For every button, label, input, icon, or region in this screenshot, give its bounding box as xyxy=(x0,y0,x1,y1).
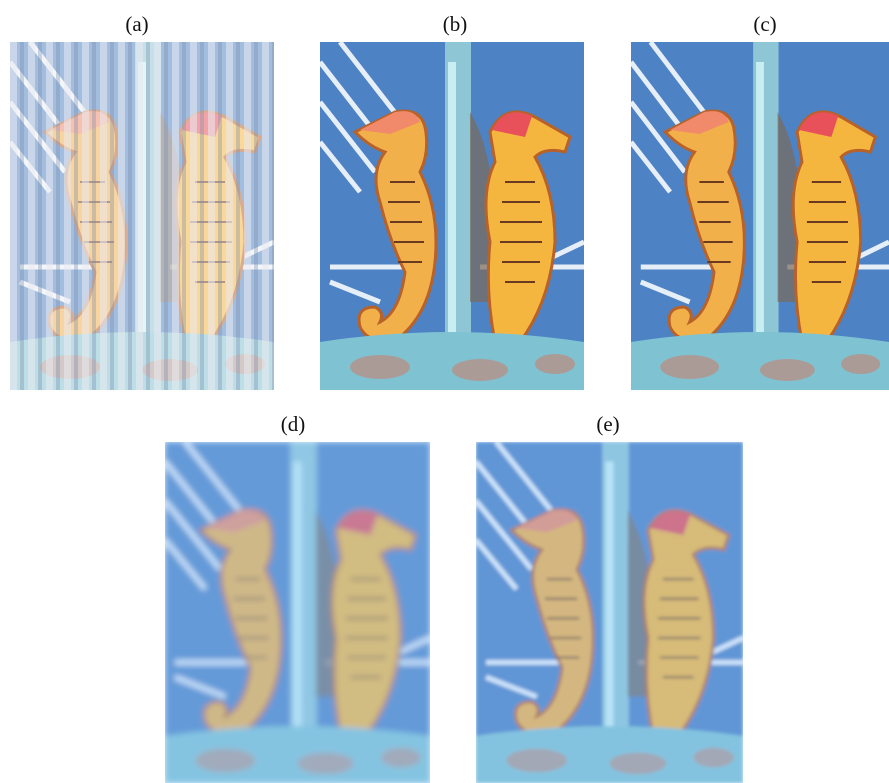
panel-image xyxy=(165,442,430,783)
figure: (a) (b) (c) (d) (e) (() => { const data … xyxy=(0,0,889,783)
panel-image xyxy=(10,42,274,390)
panel-label: (d) xyxy=(281,412,306,437)
panel-image xyxy=(476,442,743,783)
panel-image xyxy=(320,42,584,390)
panel-label: (b) xyxy=(443,12,468,37)
stripes xyxy=(10,42,274,390)
image xyxy=(631,42,889,390)
panel-label: (c) xyxy=(753,12,776,37)
panel-label: (a) xyxy=(125,12,148,37)
wash xyxy=(476,442,743,783)
panel-image xyxy=(631,42,889,390)
panel-label: (e) xyxy=(596,412,619,437)
image xyxy=(320,42,584,390)
wash xyxy=(165,442,430,783)
